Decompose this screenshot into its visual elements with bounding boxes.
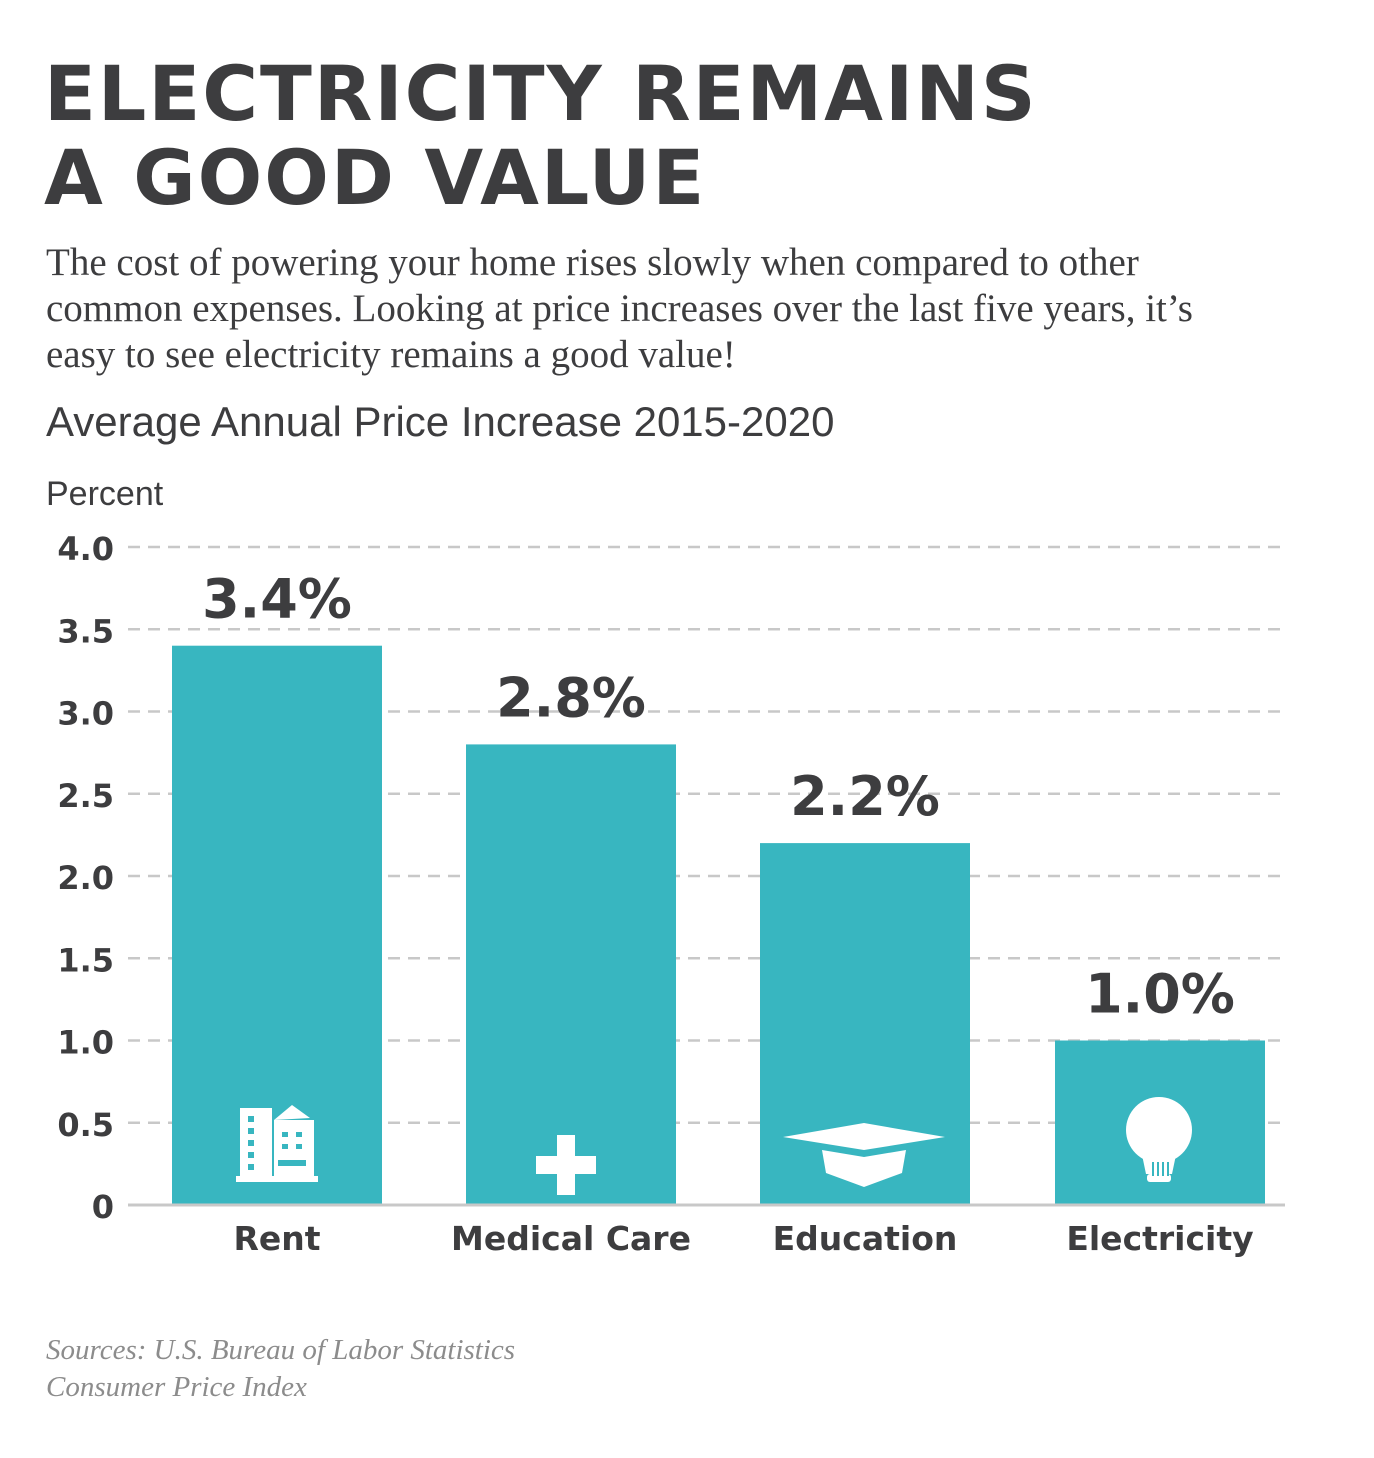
bar	[760, 843, 970, 1205]
x-tick-label: Electricity	[1066, 1219, 1253, 1258]
y-tick-label: 0.5	[57, 1106, 114, 1144]
y-tick-label: 1.5	[57, 941, 114, 979]
intro-paragraph: The cost of powering your home rises slo…	[46, 240, 1346, 378]
data-label: 1.0%	[1085, 963, 1235, 1026]
bar-chart: Percent 0 0.5 1.0 1.5 2.0 2.5 3.0 3.5 4.0 3.4% Rent…	[46, 475, 1285, 1258]
building-icon	[236, 1105, 318, 1182]
y-tick-label: 3.5	[57, 612, 114, 650]
source-line-2: Consumer Price Index	[46, 1371, 307, 1403]
y-axis-label: Percent	[46, 475, 164, 513]
medical-cross-icon	[536, 1135, 596, 1195]
x-tick-label: Education	[773, 1219, 958, 1258]
source-note: Sources: U.S. Bureau of Labor Statistics…	[46, 1332, 946, 1406]
x-tick-label: Medical Care	[451, 1219, 691, 1258]
source-line-1: Sources: U.S. Bureau of Labor Statistics	[46, 1334, 516, 1366]
data-label: 3.4%	[202, 568, 352, 631]
title-line-2: A GOOD VALUE	[44, 133, 707, 222]
title-line-1: ELECTRICITY REMAINS	[44, 49, 1038, 138]
lightbulb-icon	[1126, 1097, 1192, 1182]
data-label: 2.2%	[790, 765, 940, 828]
y-tick-label: 2.5	[57, 777, 114, 815]
graduation-cap-icon	[783, 1123, 945, 1187]
intro-line-2: common expenses. Looking at price increa…	[46, 287, 1193, 330]
y-tick-label: 2.0	[57, 859, 114, 897]
bar	[466, 744, 676, 1205]
intro-line-3: easy to see electricity remains a good v…	[46, 333, 736, 376]
page-title: ELECTRICITY REMAINS A GOOD VALUE	[44, 52, 1344, 220]
x-tick-label: Rent	[233, 1219, 320, 1258]
intro-line-1: The cost of powering your home rises slo…	[46, 241, 1139, 284]
bar	[172, 645, 382, 1205]
chart-title: Average Annual Price Increase 2015-2020	[46, 398, 835, 445]
y-tick-label: 4.0	[57, 530, 114, 568]
data-label: 2.8%	[496, 666, 646, 729]
y-tick-label: 1.0	[57, 1024, 114, 1062]
y-tick-label: 0	[92, 1188, 114, 1226]
y-tick-label: 3.0	[57, 695, 114, 733]
